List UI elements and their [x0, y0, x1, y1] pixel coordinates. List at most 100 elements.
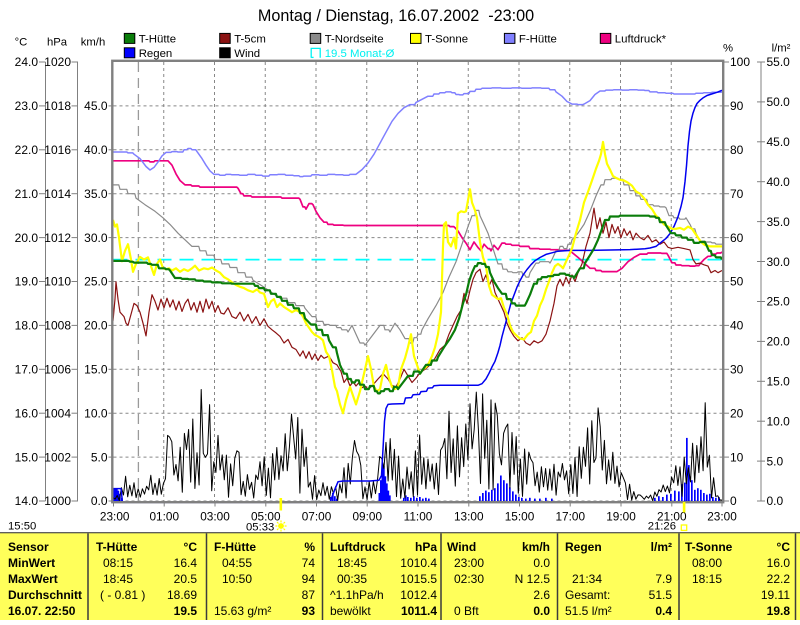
svg-text:0.0: 0.0 [91, 494, 108, 508]
svg-text:1002: 1002 [44, 450, 71, 464]
svg-text:19.5: 19.5 [174, 604, 198, 618]
svg-text:19:00: 19:00 [606, 510, 636, 524]
svg-text:22.0: 22.0 [15, 143, 39, 157]
svg-text:( - 0.81 ): ( - 0.81 ) [100, 588, 145, 602]
svg-text:11:00: 11:00 [404, 510, 433, 524]
svg-text:23:00: 23:00 [707, 510, 737, 524]
svg-text:05:00: 05:00 [251, 510, 281, 524]
svg-text:5.0: 5.0 [767, 454, 784, 468]
svg-text:1010.4: 1010.4 [400, 556, 437, 570]
svg-text:80: 80 [730, 143, 744, 157]
svg-text:30: 30 [730, 363, 744, 377]
svg-text:Regen: Regen [565, 540, 602, 554]
svg-text:50.0: 50.0 [767, 95, 791, 109]
svg-text:70: 70 [730, 187, 744, 201]
svg-text:05:33: 05:33 [246, 522, 274, 534]
svg-text:°C: °C [15, 37, 28, 49]
svg-text:l/m²: l/m² [651, 540, 672, 554]
svg-text:87: 87 [302, 588, 316, 602]
svg-text:l/m²: l/m² [772, 43, 791, 55]
svg-text:N 12.5: N 12.5 [515, 572, 551, 586]
svg-text:bewölkt: bewölkt [330, 604, 371, 618]
svg-text:10:50: 10:50 [222, 572, 252, 586]
svg-text:50: 50 [730, 275, 744, 289]
svg-text:Regen: Regen [139, 48, 173, 60]
svg-text:19.8: 19.8 [767, 604, 791, 618]
svg-text:5.0: 5.0 [91, 450, 108, 464]
svg-text:T-Nordseite: T-Nordseite [325, 34, 384, 46]
svg-text:0 Bft: 0 Bft [454, 604, 479, 618]
svg-text:°C: °C [184, 540, 198, 554]
svg-text:F-Hütte: F-Hütte [214, 540, 256, 554]
svg-text:17:00: 17:00 [555, 510, 585, 524]
svg-text:35.0: 35.0 [767, 215, 791, 229]
svg-text:1000: 1000 [44, 494, 71, 508]
svg-text:35.0: 35.0 [84, 187, 108, 201]
svg-text:04:55: 04:55 [222, 556, 252, 570]
svg-text:14.0: 14.0 [15, 494, 39, 508]
svg-text:24.0: 24.0 [15, 55, 39, 69]
svg-text:1012: 1012 [44, 231, 71, 245]
svg-text:T-5cm: T-5cm [234, 34, 266, 46]
svg-text:Luftdruck: Luftdruck [330, 540, 386, 554]
svg-text:16.0: 16.0 [15, 406, 39, 420]
svg-text:10.0: 10.0 [84, 406, 108, 420]
svg-text:08:15: 08:15 [103, 556, 133, 570]
svg-text:07:00: 07:00 [302, 510, 332, 524]
svg-text:01:00: 01:00 [149, 510, 179, 524]
svg-text:45.0: 45.0 [767, 135, 791, 149]
svg-text:10.0: 10.0 [767, 414, 791, 428]
svg-text:15.0: 15.0 [15, 450, 39, 464]
svg-text:1011.4: 1011.4 [401, 604, 437, 618]
svg-text:02:30: 02:30 [454, 572, 484, 586]
svg-text:30.0: 30.0 [767, 255, 791, 269]
svg-text:Wind: Wind [234, 48, 260, 60]
svg-text:0.0: 0.0 [533, 604, 550, 618]
svg-text:17.0: 17.0 [15, 363, 39, 377]
svg-text:Montag / Dienstag, 16.07.2002: Montag / Dienstag, 16.07.2002 -23:00 [258, 7, 534, 25]
svg-text:1010: 1010 [44, 275, 71, 289]
svg-text:16.4: 16.4 [174, 556, 198, 570]
svg-text:hPa: hPa [415, 540, 437, 554]
svg-text:19.5 Monat-Ø: 19.5 Monat-Ø [325, 48, 395, 60]
svg-text:0: 0 [730, 494, 737, 508]
svg-text:1012.4: 1012.4 [400, 588, 437, 602]
svg-text:7.9: 7.9 [655, 572, 672, 586]
svg-text:18.69: 18.69 [167, 588, 197, 602]
svg-text:20.0: 20.0 [767, 335, 791, 349]
svg-text:21.0: 21.0 [15, 187, 39, 201]
svg-text:40.0: 40.0 [84, 143, 108, 157]
svg-text:18:45: 18:45 [103, 572, 133, 586]
svg-text:Durchschnitt: Durchschnitt [8, 588, 82, 602]
svg-text:T-Hütte: T-Hütte [96, 540, 138, 554]
svg-text:21:34: 21:34 [572, 572, 602, 586]
svg-text:18:15: 18:15 [692, 572, 722, 586]
svg-text:60: 60 [730, 231, 744, 245]
svg-text:Wind: Wind [447, 540, 476, 554]
svg-text:55.0: 55.0 [767, 55, 791, 69]
svg-text:22.2: 22.2 [767, 572, 791, 586]
svg-text:23:00: 23:00 [454, 556, 484, 570]
svg-text:km/h: km/h [522, 540, 550, 554]
svg-text:21:26: 21:26 [648, 521, 676, 533]
svg-text:1004: 1004 [44, 406, 71, 420]
svg-text:20.0: 20.0 [15, 231, 39, 245]
svg-text:T-Sonne: T-Sonne [425, 34, 468, 46]
svg-text:18:45: 18:45 [337, 556, 367, 570]
svg-text:1014: 1014 [44, 187, 71, 201]
svg-text:15:50: 15:50 [8, 521, 36, 533]
svg-text:16.07. 22:50: 16.07. 22:50 [8, 604, 76, 618]
svg-text:1008: 1008 [44, 319, 71, 333]
svg-text:21:00: 21:00 [657, 510, 687, 524]
svg-text:25.0: 25.0 [767, 295, 791, 309]
svg-text:23.0: 23.0 [15, 99, 39, 113]
svg-text:20: 20 [730, 406, 744, 420]
svg-text:15.63 g/m²: 15.63 g/m² [214, 604, 271, 618]
svg-text:100: 100 [730, 55, 750, 69]
svg-text:08:00: 08:00 [692, 556, 722, 570]
svg-text:16.0: 16.0 [767, 556, 791, 570]
svg-text:74: 74 [302, 556, 316, 570]
svg-text:19.0: 19.0 [15, 275, 39, 289]
svg-text:hPa: hPa [47, 37, 68, 49]
svg-text:1015.5: 1015.5 [400, 572, 437, 586]
